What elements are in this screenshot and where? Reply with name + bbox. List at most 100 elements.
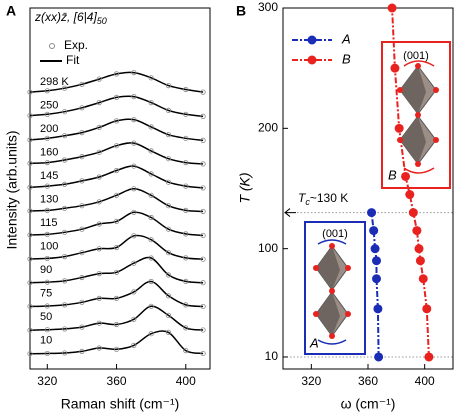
exp-point: [113, 244, 120, 251]
exp-point: [113, 295, 120, 301]
y-tick-label: 200: [258, 121, 278, 135]
exp-point: [148, 214, 154, 221]
point: [414, 244, 424, 254]
exp-point: [165, 250, 172, 256]
exp-point: [79, 250, 85, 256]
fit-line: [29, 305, 204, 331]
atom: [415, 161, 421, 167]
exp-point: [131, 70, 137, 76]
series-label: 200: [40, 123, 58, 135]
exp-point: [165, 83, 172, 89]
atom: [415, 63, 421, 69]
point: [373, 304, 383, 314]
exp-point: [113, 321, 120, 328]
exp-point: [79, 178, 85, 184]
annotation-text: ~130 K: [310, 191, 348, 205]
exp-point: [113, 192, 120, 198]
point: [418, 274, 428, 284]
octahedron-face: [400, 66, 426, 114]
exp-point: [113, 269, 120, 275]
legend-marker: [307, 35, 317, 45]
exp-point: [165, 156, 172, 162]
exp-point: [200, 185, 206, 191]
x-axis-label: ω (cm⁻¹): [341, 396, 396, 412]
atom: [329, 243, 335, 249]
exp-point: [131, 186, 137, 192]
point: [372, 274, 381, 284]
series-label: 160: [40, 146, 58, 158]
exp-point: [200, 232, 206, 239]
exp-point: [200, 113, 206, 119]
exp-point: [96, 174, 102, 180]
exp-point: [27, 232, 33, 238]
atom: [345, 265, 351, 271]
exp-point: [200, 327, 206, 333]
octahedron-face: [316, 292, 340, 336]
exp-point: [96, 124, 102, 131]
exp-point: [165, 312, 172, 318]
exp-point: [96, 270, 102, 277]
inset-label: B: [388, 167, 397, 182]
exp-point: [44, 231, 50, 237]
exp-point: [148, 278, 154, 285]
exp-point: [27, 208, 33, 214]
point: [408, 208, 418, 218]
inset-frame: [304, 221, 366, 355]
inset-plane: (001): [403, 50, 429, 62]
exp-point: [27, 113, 33, 119]
fit-line: [29, 95, 204, 118]
exp-point: [148, 237, 154, 243]
legend-marker: [307, 55, 317, 65]
exp-point: [165, 329, 172, 335]
atom: [433, 87, 439, 93]
exp-point: [165, 107, 172, 114]
exp-point: [62, 229, 68, 235]
exp-point: [62, 326, 68, 332]
exp-point: [27, 137, 33, 143]
exp-point: [200, 280, 206, 286]
exp-point: [131, 260, 137, 266]
series-label: 50: [40, 311, 52, 323]
inset-plane: (001): [322, 228, 348, 240]
rotation-arrow: [317, 339, 347, 345]
exp-point: [165, 179, 172, 185]
exp-point: [44, 183, 50, 189]
exp-point: [131, 163, 137, 169]
point: [422, 304, 432, 314]
exp-point: [165, 293, 172, 299]
exp-point: [113, 167, 120, 174]
exp-point: [27, 280, 33, 286]
atom: [415, 112, 421, 118]
exp-point: [183, 231, 189, 237]
exp-point: [96, 221, 102, 227]
x-tick-label: 360: [107, 374, 127, 388]
inset-b: (001) B: [381, 41, 451, 189]
exp-point: [44, 111, 50, 117]
x-axis-label: Raman shift (cm⁻¹): [61, 396, 180, 412]
exp-point: [27, 89, 33, 95]
point: [401, 171, 411, 181]
exp-point: [200, 303, 206, 310]
rotation-arrow: [317, 239, 347, 245]
point: [394, 123, 404, 133]
fit-line: [29, 211, 204, 237]
fit-line: [29, 188, 204, 213]
point: [405, 190, 415, 200]
atom: [329, 333, 335, 339]
point: [367, 208, 377, 218]
exp-point: [79, 81, 85, 87]
series-label: 298 K: [40, 76, 69, 88]
fit-line: [29, 280, 204, 308]
series-label: 145: [40, 170, 58, 182]
exp-point: [62, 181, 68, 187]
rotation-arrow: [403, 167, 435, 174]
exp-point: [79, 203, 85, 209]
exp-point: [183, 347, 189, 354]
annotation-subscript: c: [305, 197, 310, 207]
exp-point: [62, 205, 68, 211]
exp-point: [79, 324, 85, 330]
exp-point: [183, 207, 189, 213]
panel-label: B: [236, 3, 246, 19]
exp-point: [165, 226, 172, 232]
